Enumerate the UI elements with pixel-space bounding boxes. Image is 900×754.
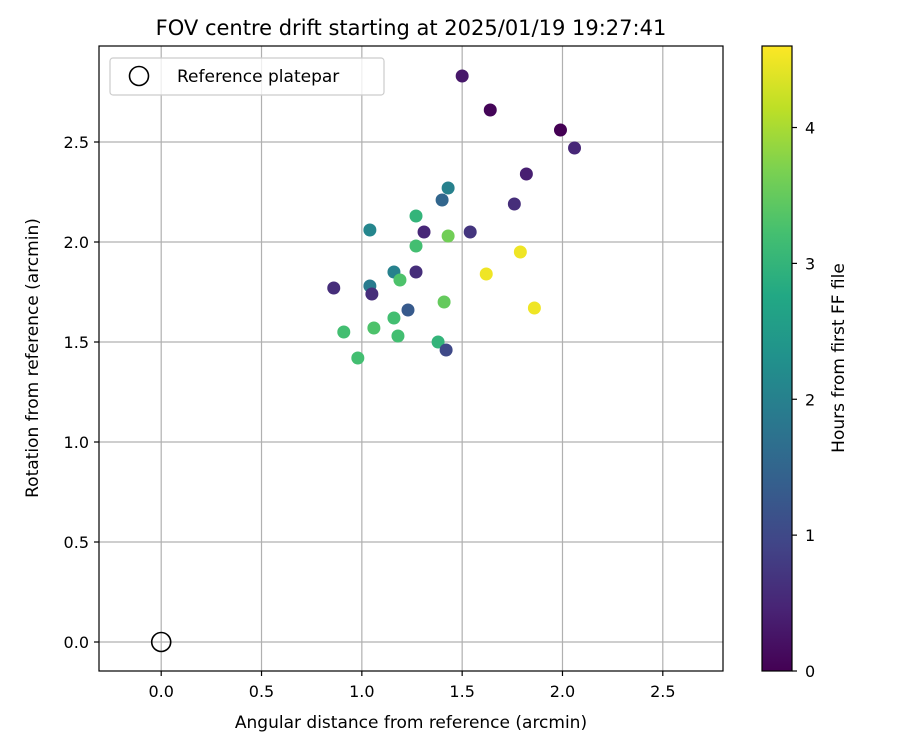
data-point — [337, 325, 351, 339]
colorbar-tick-label: 3 — [805, 254, 815, 273]
x-tick-label: 0.5 — [249, 682, 274, 701]
grid — [99, 46, 723, 671]
data-point — [519, 167, 533, 181]
legend-label: Reference platepar — [177, 67, 339, 87]
reference-point — [150, 631, 172, 653]
chart-title: FOV centre drift starting at 2025/01/19 … — [156, 16, 667, 40]
colorbar-gradient — [761, 45, 793, 672]
data-point — [363, 223, 377, 237]
y-tick-label: 0.0 — [64, 633, 89, 652]
y-tick-label: 1.0 — [64, 433, 89, 452]
plot-area — [98, 45, 724, 672]
data-point — [431, 335, 445, 349]
legend: Reference platepar — [109, 57, 385, 96]
data-point — [409, 209, 423, 223]
data-point — [409, 265, 423, 279]
data-point — [393, 273, 407, 287]
data-point — [365, 287, 379, 301]
data-point — [441, 229, 455, 243]
y-ticks: 0.0 0.5 1.0 1.5 2.0 2.5 — [64, 133, 99, 652]
x-axis-label: Angular distance from reference (arcmin) — [235, 713, 587, 733]
y-tick-label: 1.5 — [64, 333, 89, 352]
colorbar: 0 1 2 3 4 Hours from first FF file — [761, 45, 849, 681]
x-tick-label: 2.0 — [550, 682, 575, 701]
x-tick-label: 2.5 — [650, 682, 675, 701]
data-point — [367, 321, 381, 335]
data-point — [483, 103, 497, 117]
data-point — [441, 181, 455, 195]
data-point — [437, 295, 451, 309]
data-point — [391, 329, 405, 343]
data-point — [513, 245, 527, 259]
y-tick-label: 2.0 — [64, 233, 89, 252]
data-point — [553, 123, 567, 137]
data-points — [327, 69, 582, 365]
data-point — [387, 311, 401, 325]
y-axis-label: Rotation from reference (arcmin) — [23, 218, 43, 498]
data-point — [439, 343, 453, 357]
data-point — [507, 197, 521, 211]
data-point — [409, 239, 423, 253]
legend-marker — [128, 65, 150, 87]
data-point — [479, 267, 493, 281]
colorbar-tick-label: 1 — [805, 526, 815, 545]
data-point — [435, 193, 449, 207]
legend-box — [109, 57, 385, 96]
y-tick-label: 2.5 — [64, 133, 89, 152]
colorbar-tick-label: 4 — [805, 119, 815, 138]
x-ticks: 0.0 0.5 1.0 1.5 2.0 2.5 — [148, 671, 676, 701]
data-point — [455, 69, 469, 83]
data-point — [417, 225, 431, 239]
colorbar-label: Hours from first FF file — [829, 263, 849, 453]
y-tick-label: 0.5 — [64, 533, 89, 552]
x-tick-label: 0.0 — [148, 682, 173, 701]
data-point — [463, 225, 477, 239]
x-tick-label: 1.0 — [349, 682, 374, 701]
colorbar-tick-label: 0 — [805, 662, 815, 681]
colorbar-tick-label: 2 — [805, 390, 815, 409]
colorbar-ticks: 0 1 2 3 4 — [792, 119, 815, 681]
x-tick-label: 1.5 — [449, 682, 474, 701]
data-point — [351, 351, 365, 365]
data-point — [568, 141, 582, 155]
data-point — [527, 301, 541, 315]
data-point — [401, 303, 415, 317]
data-point — [327, 281, 341, 295]
